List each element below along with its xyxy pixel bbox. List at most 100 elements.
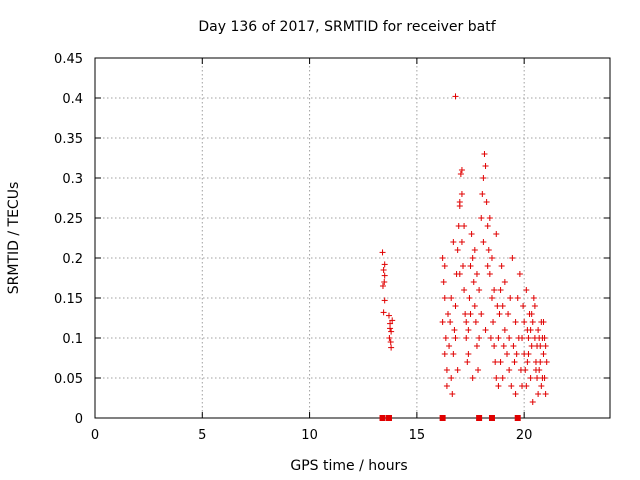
data-point: [381, 272, 388, 279]
data-point: [493, 375, 500, 381]
data-point: [497, 287, 504, 293]
data-point: [385, 312, 392, 319]
data-point: [475, 367, 482, 373]
data-point: [534, 375, 541, 381]
data-point: [479, 191, 486, 197]
data-point: [473, 271, 480, 277]
data-point: [439, 319, 446, 325]
zero-marker: [476, 415, 483, 421]
data-point: [520, 303, 527, 309]
chart-title: Day 136 of 2017, SRMTID for receiver bat…: [198, 19, 496, 35]
data-point: [541, 335, 548, 341]
data-point: [463, 319, 470, 325]
data-point: [471, 303, 478, 309]
data-point: [458, 191, 465, 197]
x-tick-label: 20: [516, 428, 533, 443]
data-point: [488, 255, 495, 261]
data-point: [450, 239, 457, 245]
data-point: [480, 239, 487, 245]
data-point: [451, 327, 458, 333]
data-point: [381, 279, 388, 285]
data-point: [501, 327, 508, 333]
data-point: [469, 255, 476, 261]
y-tick-label: 0.25: [54, 212, 83, 227]
data-point: [442, 335, 449, 341]
data-point: [498, 263, 505, 269]
data-point: [508, 383, 515, 389]
data-point: [467, 311, 474, 317]
y-tick-label: 0.35: [54, 132, 83, 147]
zero-marker: [514, 415, 521, 421]
data-point: [444, 311, 451, 317]
y-tick-label: 0.2: [62, 252, 83, 267]
data-point: [482, 163, 489, 169]
data-point: [381, 297, 388, 304]
data-point: [379, 283, 386, 289]
data-point: [443, 383, 450, 389]
data-point: [446, 343, 453, 349]
data-point: [484, 263, 491, 269]
data-point: [441, 351, 448, 357]
data-point: [452, 303, 459, 309]
data-point: [524, 359, 531, 365]
data-point: [525, 351, 532, 357]
data-point: [501, 279, 508, 285]
zero-marker: [439, 415, 446, 421]
data-point: [381, 261, 388, 268]
data-point: [473, 343, 480, 349]
data-point: [528, 343, 535, 349]
data-point: [441, 263, 448, 269]
grid-layer: [95, 58, 610, 418]
data-point: [468, 231, 475, 237]
data-point: [515, 335, 522, 341]
data-point: [532, 367, 539, 373]
data-point: [386, 335, 393, 341]
data-point: [467, 263, 474, 269]
data-point: [450, 351, 457, 357]
data-point: [483, 199, 490, 205]
data-point: [540, 351, 547, 357]
data-point: [506, 335, 513, 341]
data-point: [499, 375, 506, 381]
x-axis-label: GPS time / hours: [290, 458, 407, 474]
data-point: [512, 319, 519, 325]
data-point: [471, 247, 478, 253]
tick-layer: 0 5 10 15 20 0 0.05 0.1 0.15 0.2 0.25 0.3 0.35 0.4 0.4…: [54, 52, 610, 443]
data-point: [535, 391, 542, 397]
data-point: [542, 343, 549, 349]
data-point: [506, 367, 513, 373]
data-point: [476, 335, 483, 341]
data-point: [447, 319, 454, 325]
data-point: [465, 351, 472, 357]
data-point: [456, 271, 463, 277]
x-tick-label: 5: [198, 428, 206, 443]
y-axis-label: SRMTID / TECUs: [6, 182, 22, 295]
data-point: [439, 255, 446, 261]
data-point: [387, 339, 394, 345]
data-point: [528, 311, 535, 317]
data-point: [505, 311, 512, 317]
data-point: [531, 303, 538, 309]
data-point: [535, 327, 542, 333]
data-point: [462, 311, 469, 317]
data-point: [540, 319, 547, 325]
data-point: [490, 319, 497, 325]
data-point: [466, 295, 473, 301]
data-point: [449, 391, 456, 397]
data-point: [484, 223, 491, 229]
data-point: [388, 344, 395, 351]
data-point: [529, 319, 536, 325]
data-point: [536, 335, 543, 341]
y-tick-label: 0.4: [62, 92, 83, 107]
data-point: [510, 343, 517, 349]
data-point: [454, 247, 461, 253]
data-points: [379, 93, 550, 405]
data-point: [494, 303, 501, 309]
data-point: [514, 295, 521, 301]
x-tick-label: 10: [301, 428, 318, 443]
data-point: [523, 287, 530, 293]
data-point: [461, 287, 468, 293]
data-point: [441, 295, 448, 301]
data-point: [499, 303, 506, 309]
